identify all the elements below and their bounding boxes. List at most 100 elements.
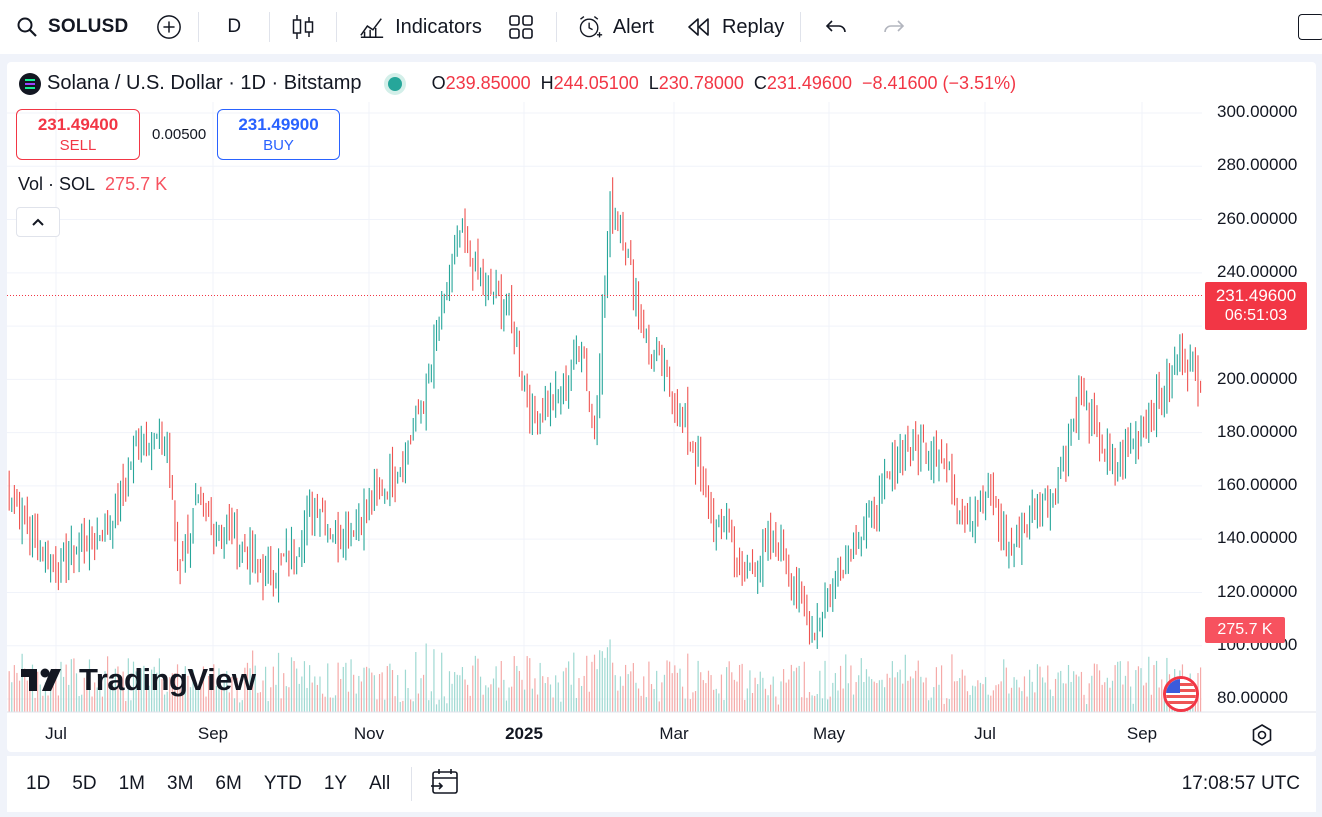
volume-bar — [360, 681, 363, 712]
volume-bar — [956, 681, 958, 712]
volume-bar — [591, 661, 593, 712]
volume-bar — [681, 686, 684, 712]
range-button[interactable]: 1Y — [323, 773, 348, 794]
range-button[interactable]: 1M — [118, 773, 145, 794]
volume-bar — [570, 684, 572, 712]
symbol-search[interactable]: SOLUSD — [0, 0, 138, 54]
volume-bar — [355, 693, 357, 712]
volume-bar — [1070, 681, 1072, 712]
volume-bar — [11, 682, 13, 712]
volume-bar — [435, 704, 438, 712]
volume-bar — [790, 664, 792, 712]
fullscreen-button[interactable] — [1298, 14, 1322, 40]
volume-bar — [241, 700, 243, 712]
volume-bar — [977, 680, 979, 712]
volume-bar — [630, 671, 632, 712]
volume-bar — [283, 673, 285, 712]
volume-bar — [1117, 661, 1119, 712]
volume-bar — [1109, 687, 1111, 712]
compare-symbol-button[interactable] — [138, 0, 192, 54]
volume-bar — [228, 692, 230, 712]
volume-bar — [547, 677, 549, 712]
volume-bar — [1041, 677, 1044, 712]
replay-button[interactable]: Replay — [664, 0, 794, 54]
buy-button[interactable]: 231.49900 BUY — [217, 109, 340, 160]
undo-button[interactable] — [807, 0, 865, 54]
volume-bar — [1073, 671, 1075, 712]
volume-bar — [762, 677, 764, 712]
ohlc-values: O239.85000 H244.05100 L230.78000 C231.49… — [432, 73, 1017, 94]
volume-bar — [513, 656, 515, 712]
volume-bar — [694, 691, 697, 712]
range-button[interactable]: 6M — [215, 773, 242, 794]
high-key: H — [540, 73, 554, 93]
volume-bar — [8, 671, 10, 712]
us-flag-icon[interactable] — [1163, 676, 1199, 712]
volume-bar — [376, 699, 378, 712]
calendar-arrow-icon — [431, 768, 458, 794]
volume-bar — [863, 681, 865, 712]
volume-bar — [114, 668, 116, 712]
chart-settings-icon[interactable] — [1250, 723, 1274, 752]
tradingview-logo[interactable]: TradingView — [21, 662, 256, 698]
volume-bar — [1021, 691, 1023, 712]
price-chart[interactable] — [7, 62, 1316, 752]
volume-bar — [1083, 694, 1085, 712]
range-button[interactable]: All — [369, 773, 391, 794]
volume-bar — [252, 650, 254, 712]
volume-bar — [858, 675, 860, 712]
volume-bar — [29, 675, 31, 712]
volume-bar — [842, 688, 844, 712]
close-key: C — [753, 73, 767, 93]
price-axis-label: 120.00000 — [1217, 581, 1298, 601]
volume-bar — [26, 680, 28, 712]
volume-bar — [912, 678, 914, 712]
volume-bar — [583, 675, 585, 712]
volume-bar — [990, 695, 992, 712]
sell-price: 231.49400 — [37, 115, 119, 134]
volume-bar — [184, 666, 186, 712]
volume-bar — [1047, 665, 1049, 712]
interval-button[interactable]: D — [205, 0, 263, 54]
alert-button[interactable]: Alert — [563, 0, 664, 54]
indicators-button[interactable]: Indicators — [343, 0, 492, 54]
volume-bar — [454, 672, 456, 712]
volume-bar — [811, 695, 813, 712]
price-axis-label: 160.00000 — [1217, 475, 1298, 495]
go-to-date-button[interactable] — [422, 768, 468, 801]
volume-bar — [303, 661, 306, 712]
redo-button[interactable] — [865, 0, 923, 54]
chart-type-button[interactable] — [276, 0, 330, 54]
range-button[interactable]: YTD — [263, 773, 302, 794]
volume-bar — [899, 669, 901, 712]
volume-bar — [1137, 666, 1140, 712]
volume-bar — [661, 682, 663, 712]
volume-bar — [816, 694, 818, 712]
volume-bar — [404, 669, 407, 712]
last-price-tag: 231.49600 06:51:03 — [1205, 282, 1307, 330]
sell-button[interactable]: 231.49400 SELL — [16, 109, 140, 160]
volume-bar — [568, 661, 570, 712]
volume-bar — [148, 685, 150, 712]
volume-bar — [767, 695, 769, 712]
collapse-legend-button[interactable] — [16, 207, 60, 237]
utc-clock[interactable]: 17:08:57 UTC — [1181, 773, 1300, 794]
range-button[interactable]: 5D — [72, 773, 97, 794]
volume-bar — [1039, 666, 1041, 712]
volume-bar — [176, 664, 179, 712]
alert-label: Alert — [612, 15, 654, 38]
volume-bar — [236, 677, 238, 712]
volume-bar — [511, 686, 513, 712]
chart-panel[interactable]: Solana / U.S. Dollar · 1D · Bitstamp O23… — [7, 62, 1316, 752]
volume-bar — [1111, 680, 1114, 712]
volume-bar — [1034, 692, 1036, 712]
volume-bar — [700, 672, 702, 712]
range-button[interactable]: 1D — [26, 773, 51, 794]
layouts-button[interactable] — [492, 0, 550, 54]
volume-bar — [1067, 664, 1070, 712]
volume-bar — [565, 667, 567, 712]
volume-bar — [208, 676, 210, 712]
price-axis-label: 300.00000 — [1217, 102, 1298, 121]
range-button[interactable]: 3M — [167, 773, 194, 794]
volume-bar — [366, 666, 368, 712]
